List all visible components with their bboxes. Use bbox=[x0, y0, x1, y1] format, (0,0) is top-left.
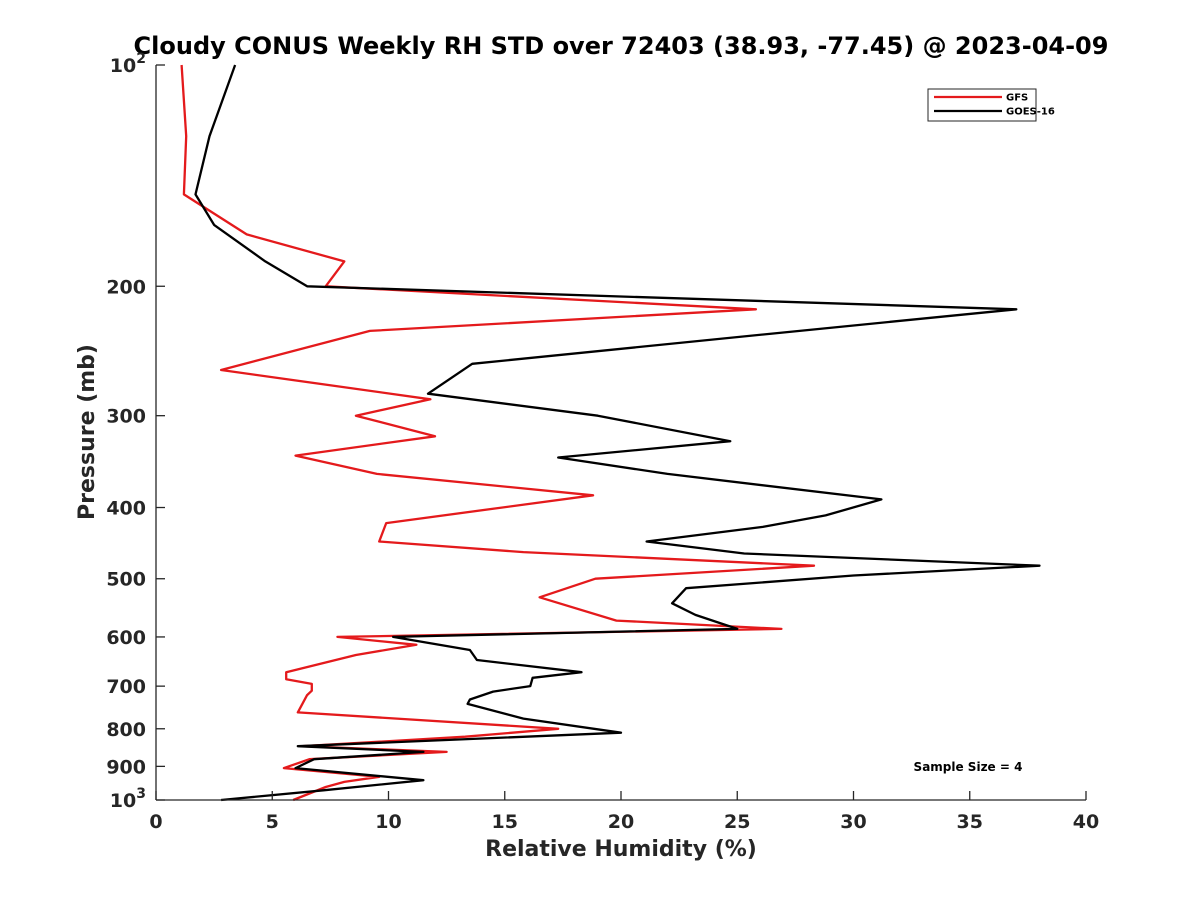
y-tick-label: 300 bbox=[106, 406, 146, 428]
y-tick-label: 800 bbox=[106, 719, 146, 741]
legend-label-goes16: GOES-16 bbox=[1006, 107, 1055, 118]
y-axis-label: Pressure (mb) bbox=[75, 344, 100, 520]
legend-box bbox=[927, 88, 1037, 122]
y-tick-label: 700 bbox=[106, 676, 146, 698]
legend: GFS GOES-16 bbox=[927, 88, 1055, 122]
legend-label-gfs: GFS bbox=[1006, 93, 1028, 104]
x-ticks: 0 5 10 15 20 25 30 35 40 bbox=[149, 791, 1099, 833]
sample-size-annotation: Sample Size = 4 bbox=[914, 760, 1023, 774]
chart-title: Cloudy CONUS Weekly RH STD over 72403 (3… bbox=[134, 32, 1109, 60]
y-tick-label: 200 bbox=[106, 276, 146, 298]
y-tick-label: 900 bbox=[106, 756, 146, 778]
x-tick-label: 30 bbox=[840, 811, 866, 833]
x-tick-label: 20 bbox=[608, 811, 634, 833]
x-tick-label: 35 bbox=[957, 811, 983, 833]
series-layer bbox=[180, 64, 1041, 802]
x-tick-label: 0 bbox=[149, 811, 162, 833]
x-tick-label: 5 bbox=[266, 811, 279, 833]
y-tick-label: 500 bbox=[106, 569, 146, 591]
y-tick-label: 400 bbox=[106, 498, 146, 520]
x-tick-label: 40 bbox=[1073, 811, 1099, 833]
x-axis-label: Relative Humidity (%) bbox=[485, 837, 757, 862]
x-tick-label: 10 bbox=[375, 811, 401, 833]
x-tick-label: 15 bbox=[492, 811, 518, 833]
x-tick-label: 25 bbox=[724, 811, 750, 833]
series-line-goes16 bbox=[194, 64, 1041, 802]
y-tick-label: 600 bbox=[106, 627, 146, 649]
plot-area bbox=[156, 65, 1086, 800]
